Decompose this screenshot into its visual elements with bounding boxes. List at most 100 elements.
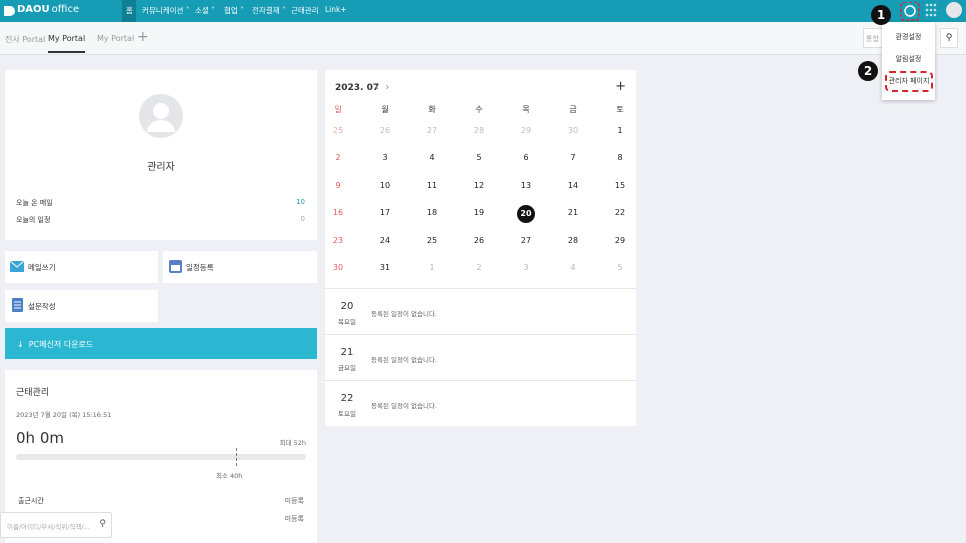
calendar-day[interactable]: 31 — [379, 263, 391, 272]
calendar-day[interactable]: 2 — [476, 263, 482, 272]
calendar-day[interactable]: 10 — [379, 181, 391, 190]
calendar-day[interactable]: 18 — [426, 208, 438, 217]
work-time: 0h 0m — [16, 429, 64, 447]
nav-item[interactable]: 소셜 ˅ — [195, 6, 215, 15]
calendar-day[interactable]: 28 — [567, 236, 579, 245]
people-search[interactable]: 이름/아이디/부서/직위/직책/... ⚲ — [0, 512, 112, 538]
survey-icon — [12, 298, 23, 312]
calendar-day[interactable]: 25 — [332, 126, 344, 135]
agenda-day: 20 — [340, 301, 354, 312]
calendar-day[interactable]: 14 — [567, 181, 579, 190]
calendar-day[interactable]: 27 — [426, 126, 438, 135]
user-avatar[interactable] — [946, 2, 962, 18]
tab-active[interactable]: My Portal — [48, 34, 86, 53]
calendar-day[interactable]: 8 — [617, 153, 623, 162]
profile-name: 관리자 — [147, 162, 175, 173]
add-tab[interactable]: + — [137, 29, 149, 45]
quick-action-label: 메일쓰기 — [28, 263, 56, 272]
calendar-day[interactable]: 26 — [379, 126, 391, 135]
agenda-row[interactable]: 20 목요일 등록된 일정이 없습니다. — [325, 288, 636, 334]
attendance-date: 2023년 7월 20일 (목) 15:16:51 — [16, 411, 112, 419]
calendar-day[interactable]: 26 — [473, 236, 485, 245]
weekday-label: 화 — [428, 105, 436, 114]
quick-action[interactable]: 일정등록 — [163, 251, 317, 283]
profile-card: 관리자 오늘 온 메일 10 오늘의 일정 0 — [5, 70, 317, 240]
top-icons — [900, 2, 962, 21]
quick-action[interactable]: 메일쓰기 — [5, 251, 158, 283]
agenda-row[interactable]: 22 토요일 등록된 일정이 없습니다. — [325, 380, 636, 426]
agenda-empty: 등록된 일정이 없습니다. — [371, 356, 437, 364]
calendar-day[interactable]: 21 — [567, 208, 579, 217]
calendar-day[interactable]: 13 — [520, 181, 532, 190]
search-button[interactable]: ⚲ — [940, 28, 958, 48]
stat-label[interactable]: 오늘 온 메일 — [16, 199, 53, 207]
gear-icon[interactable] — [904, 5, 916, 17]
agenda-day: 22 — [340, 393, 354, 404]
calendar-day[interactable]: 4 — [429, 153, 435, 162]
nav-item[interactable]: 커뮤니케이션 ˅ — [142, 6, 190, 15]
dropdown-caret: ˅ — [208, 6, 215, 15]
calendar-day[interactable]: 9 — [335, 181, 341, 190]
row-value: 미등록 — [284, 515, 304, 523]
agenda-row[interactable]: 21 금요일 등록된 일정이 없습니다. — [325, 334, 636, 380]
calendar-day[interactable]: 28 — [473, 126, 485, 135]
nav-item[interactable]: Link+ — [325, 5, 347, 14]
profile-avatar — [139, 94, 183, 138]
nav-item[interactable]: 홈 — [126, 6, 133, 15]
calendar-day[interactable]: 24 — [379, 236, 391, 245]
calendar-day[interactable]: 17 — [379, 208, 391, 217]
calendar-day[interactable]: 29 — [520, 126, 532, 135]
work-hours: 0h — [16, 429, 36, 447]
apps-icon[interactable] — [925, 3, 937, 17]
menu-item[interactable]: 알림설정 — [895, 55, 922, 63]
tab[interactable]: My Portal — [97, 34, 135, 43]
sub-bar — [0, 22, 966, 55]
weekday-label: 토 — [616, 105, 624, 114]
weekday-label: 일 — [334, 105, 342, 114]
stat-label[interactable]: 오늘의 일정 — [16, 216, 51, 224]
calendar-day[interactable]: 5 — [476, 153, 482, 162]
calendar-day[interactable]: 4 — [570, 263, 576, 272]
progress-track — [16, 454, 306, 460]
quick-action[interactable]: 설문작성 — [5, 290, 158, 322]
nav-item[interactable]: 전자결재 ˅ — [252, 6, 286, 15]
stat-value[interactable]: 0 — [300, 215, 305, 223]
calendar-day[interactable]: 7 — [570, 153, 576, 162]
nav-item[interactable]: 근태관리 — [291, 6, 319, 15]
calendar-day[interactable]: 30 — [332, 263, 344, 272]
calendar-day[interactable]: 1 — [429, 263, 435, 272]
menu-item[interactable]: 환경설정 — [895, 33, 922, 41]
people-search-placeholder: 이름/아이디/부서/직위/직책/... — [7, 523, 90, 531]
calendar-day[interactable]: 23 — [332, 236, 344, 245]
calendar-day[interactable]: 27 — [520, 236, 532, 245]
calendar-day[interactable]: 12 — [473, 181, 485, 190]
dropdown-caret: ˅ — [237, 6, 244, 15]
settings-menu: 환경설정 알림설정 관리자 페이지 — [882, 22, 935, 100]
stat-value[interactable]: 10 — [296, 198, 305, 206]
prev-month[interactable]: ‹ › — [375, 82, 390, 93]
download-bar[interactable]: ↓ PC메신저 다운로드 — [5, 328, 317, 359]
nav-item[interactable]: 협업 ˅ — [224, 6, 244, 15]
calendar-day[interactable]: 15 — [614, 181, 626, 190]
add-event[interactable]: + — [615, 79, 626, 94]
work-minutes: 0m — [39, 429, 64, 447]
calendar-day[interactable]: 25 — [426, 236, 438, 245]
calendar-day[interactable]: 6 — [523, 153, 529, 162]
calendar-today[interactable]: 20 — [517, 205, 535, 223]
mail-icon — [10, 261, 24, 272]
calendar-day[interactable]: 2 — [335, 153, 341, 162]
calendar-day[interactable]: 3 — [382, 153, 388, 162]
calendar-day[interactable]: 30 — [567, 126, 579, 135]
tab[interactable]: 전사 Portal — [5, 35, 46, 44]
calendar-day[interactable]: 11 — [426, 181, 438, 190]
calendar-day[interactable]: 19 — [473, 208, 485, 217]
menu-item[interactable]: 관리자 페이지 — [885, 71, 933, 92]
logo[interactable]: DAOU office — [17, 4, 79, 15]
calendar-day[interactable]: 5 — [617, 263, 623, 272]
calendar-day[interactable]: 3 — [523, 263, 529, 272]
calendar-day[interactable]: 16 — [332, 208, 344, 217]
calendar-day[interactable]: 22 — [614, 208, 626, 217]
calendar-day[interactable]: 1 — [617, 126, 623, 135]
calendar-day[interactable]: 29 — [614, 236, 626, 245]
